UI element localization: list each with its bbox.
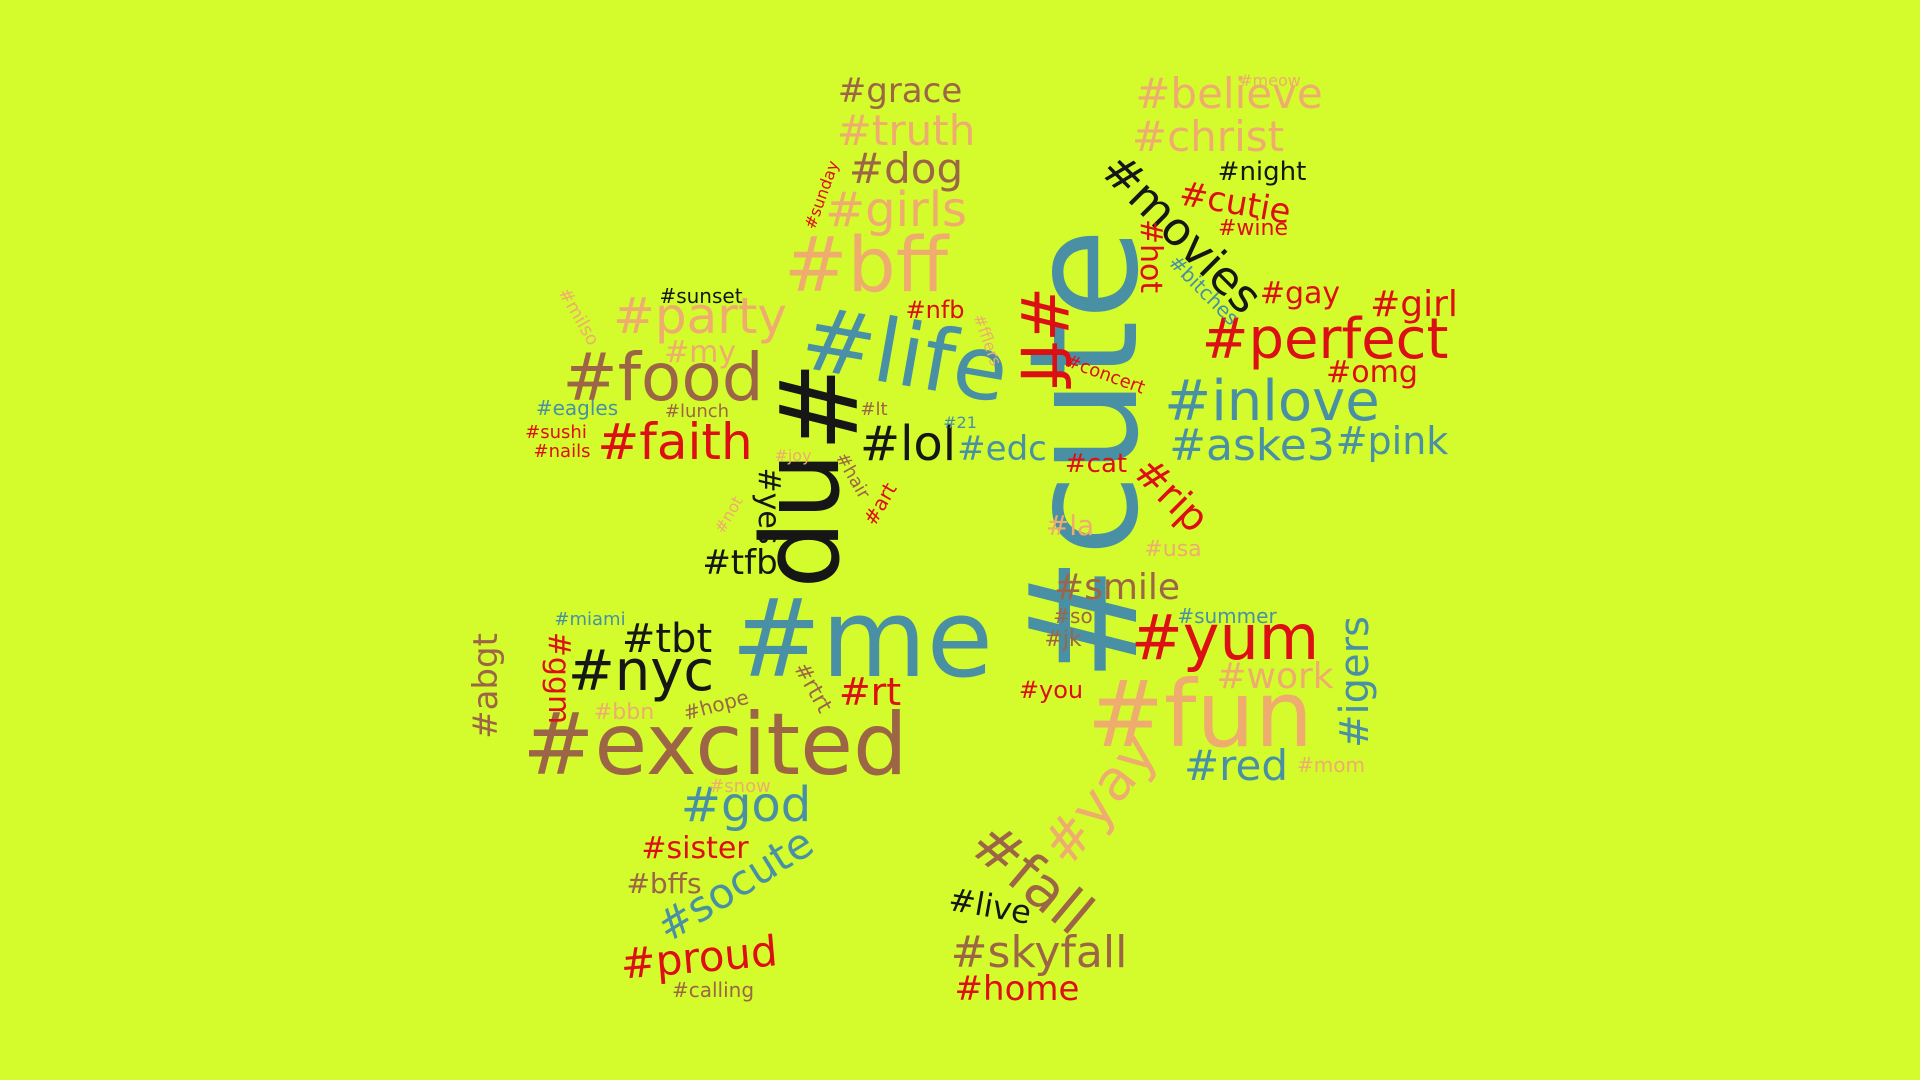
word-joy: #joy (774, 446, 812, 465)
word-nyc: #nyc (567, 639, 715, 704)
word-home: #home (954, 969, 1080, 1009)
word-mom: #mom (1297, 753, 1365, 777)
word-wine: #wine (1217, 216, 1289, 241)
word-igers: #igers (1332, 616, 1378, 748)
word-skyfall: #skyfall (950, 927, 1128, 978)
word-summer: #summer (1177, 604, 1277, 628)
word-eagles: #eagles (535, 396, 619, 420)
word-girls: #girls (824, 182, 968, 238)
word-bbn: #bbn (593, 700, 655, 725)
word-my: #my (663, 335, 737, 370)
word-faith: #faith (597, 413, 753, 471)
word-fun: #fun (1086, 661, 1314, 768)
word-gay: #gay (1259, 276, 1341, 311)
word-red: #red (1183, 741, 1289, 790)
word-21: #21 (943, 413, 977, 432)
word-nfb: #nfb (905, 296, 965, 324)
word-me: #me (730, 577, 994, 702)
word-christ: #christ (1131, 112, 1285, 161)
word-truth: #truth (836, 106, 976, 155)
word-sushi: #sushi (525, 422, 587, 443)
word-grace: #grace (837, 71, 963, 111)
word-jk: #jk (1044, 627, 1082, 652)
word-lunch: #lunch (664, 401, 730, 422)
word-abgt: #abgt (466, 633, 506, 739)
word-la: #la (1045, 509, 1095, 542)
word-lol: #lol (859, 416, 957, 472)
word-sister: #sister (641, 831, 749, 866)
word-perfect: #perfect (1201, 307, 1449, 372)
word-not: #not (710, 492, 747, 537)
word-edc: #edc (957, 429, 1047, 469)
word-yay: #yay (1028, 721, 1171, 878)
word-hot: #hot (1133, 218, 1168, 294)
word-rt: #rt (838, 670, 902, 714)
word-snow: #snow (709, 776, 771, 797)
word-sunset: #sunset (659, 284, 743, 308)
word-calling: #calling (671, 978, 755, 1002)
word-yum: #yum (1130, 601, 1320, 674)
word-work: #work (1216, 656, 1334, 697)
word-usa: #usa (1144, 537, 1202, 562)
word-so: #so (1053, 604, 1093, 628)
word-party: #party (612, 287, 788, 345)
word-you: #you (1018, 676, 1084, 704)
word-cat: #cat (1064, 449, 1128, 479)
word-ff: #ff (1005, 286, 1082, 388)
word-girl: #girl (1370, 284, 1458, 325)
word-food: #food (562, 339, 764, 416)
word-meow: #meow (1239, 71, 1301, 90)
word-bffs: #bffs (626, 867, 702, 900)
word-night: #night (1217, 157, 1307, 187)
word-tfb: #tfb (702, 543, 778, 583)
word-dog: #dog (848, 144, 964, 193)
word-god: #god (680, 777, 812, 833)
word-ggm: #ggm (541, 631, 576, 725)
word-pink: #pink (1335, 419, 1449, 463)
word-miami: #miami (554, 609, 626, 630)
word-yes: #yes (751, 467, 786, 545)
word-lt: #lt (860, 399, 888, 420)
word-tbt: #tbt (621, 616, 713, 662)
word-omg: #omg (1326, 355, 1418, 390)
word-nails: #nails (533, 441, 591, 462)
word-inlove: #inlove (1164, 369, 1380, 434)
word-bff: #bff (783, 220, 949, 309)
word-believe: #believe (1135, 69, 1323, 118)
word-aske3: #aske3 (1169, 420, 1335, 471)
word-smile: #smile (1053, 567, 1181, 608)
word-excited: #excited (522, 695, 908, 795)
